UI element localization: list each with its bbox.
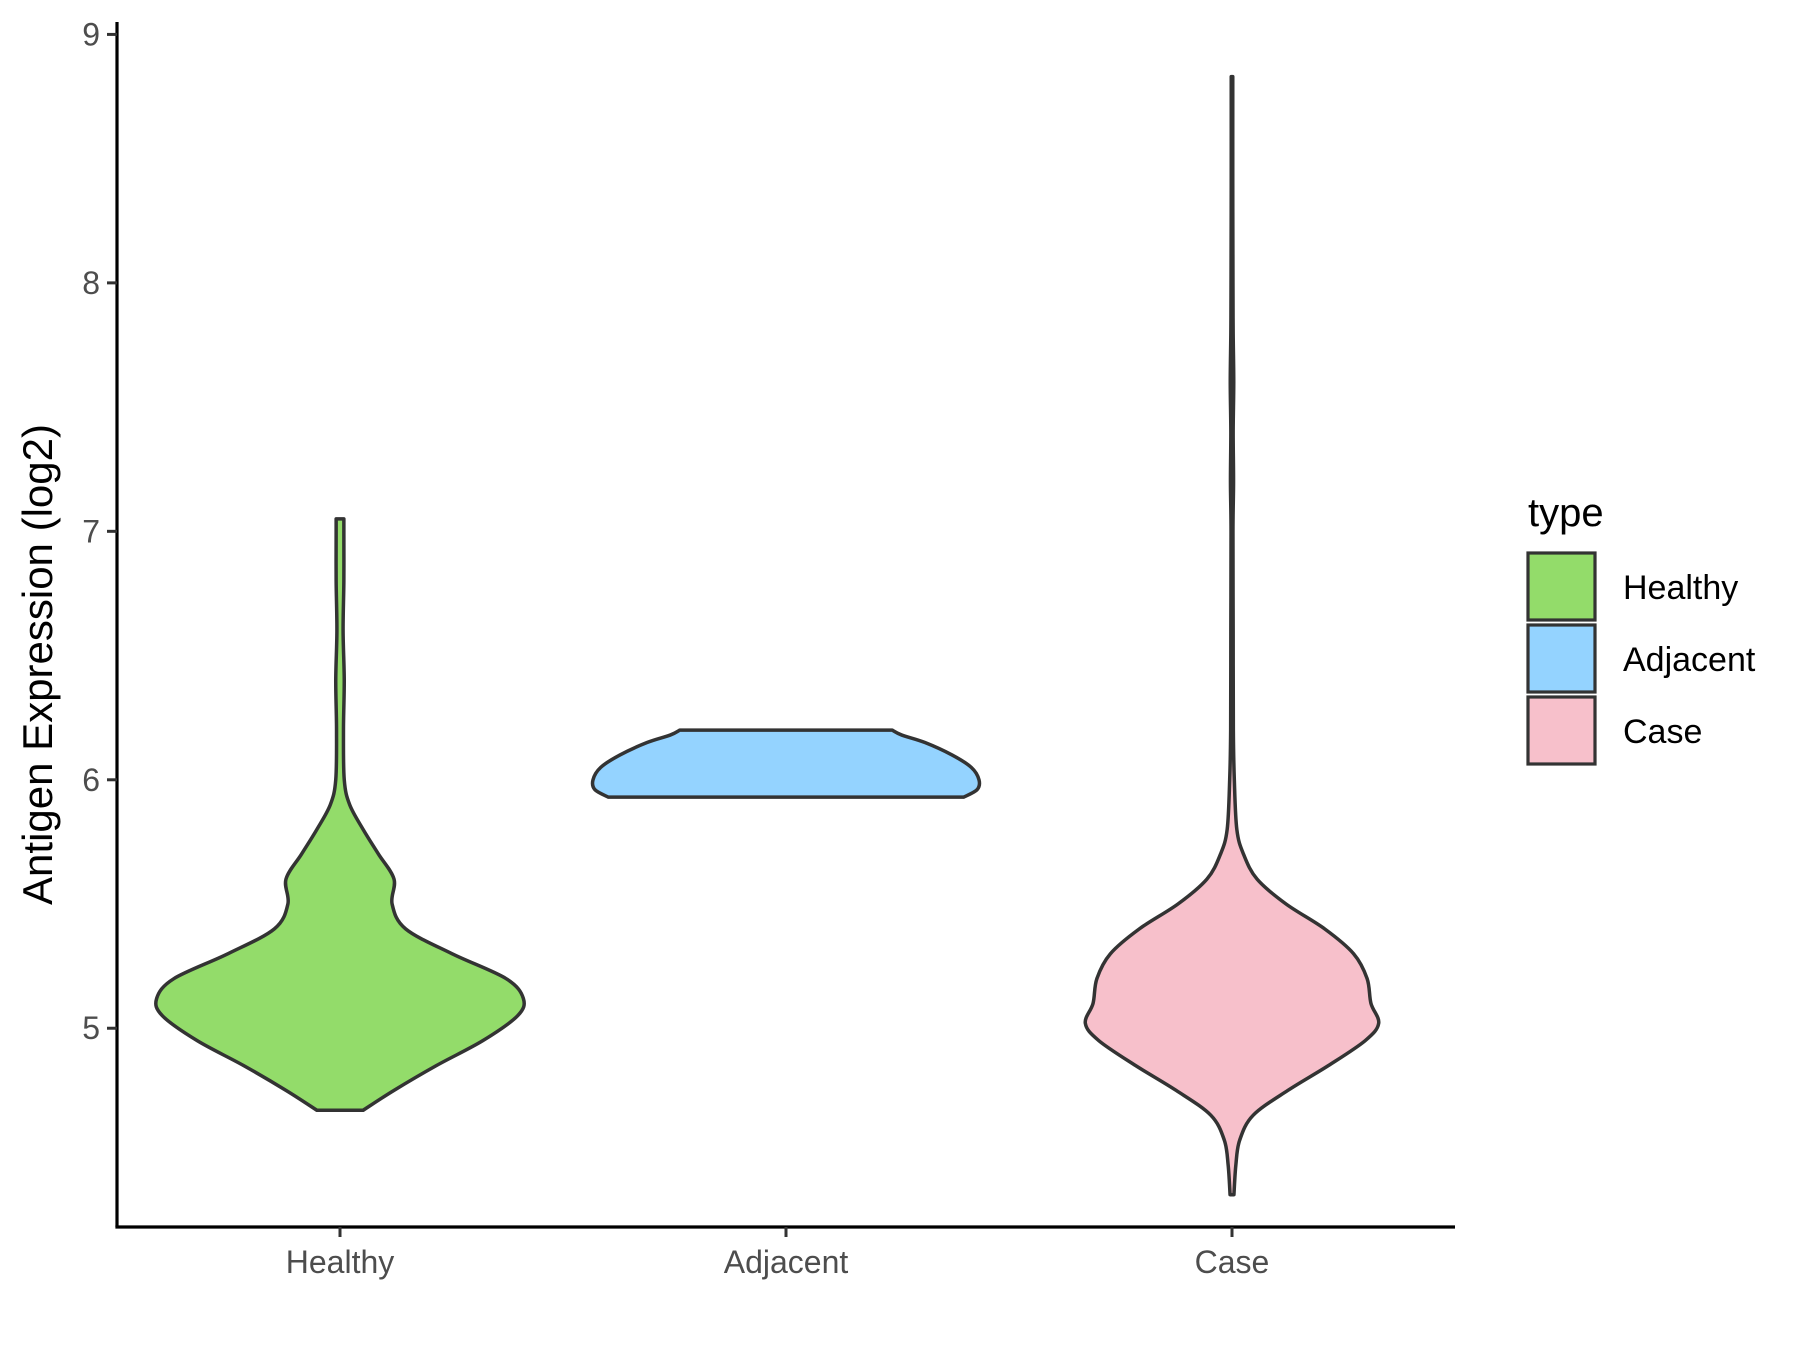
legend-label-healthy: Healthy bbox=[1623, 569, 1738, 607]
x-tick-label-case: Case bbox=[1195, 1244, 1270, 1280]
violin-case bbox=[1083, 74, 1381, 1197]
axes-group: 5 6 7 8 9 Healthy Adjacent Case bbox=[82, 16, 1455, 1280]
y-tick-label: 5 bbox=[82, 1010, 100, 1046]
legend-label-adjacent: Adjacent bbox=[1623, 641, 1756, 679]
violins-group bbox=[154, 74, 1381, 1197]
legend: type Healthy Adjacent Case bbox=[1526, 491, 1756, 766]
legend-label-case: Case bbox=[1623, 713, 1702, 751]
violin-adjacent bbox=[590, 728, 982, 799]
y-tick-label: 6 bbox=[82, 762, 100, 798]
y-tick-label: 9 bbox=[82, 16, 100, 52]
legend-title: type bbox=[1528, 491, 1604, 535]
y-tick-label: 7 bbox=[82, 513, 100, 549]
x-tick-label-adjacent: Adjacent bbox=[724, 1244, 849, 1280]
violin-healthy bbox=[154, 517, 526, 1112]
legend-swatch-healthy bbox=[1526, 551, 1597, 622]
y-axis-title: Antigen Expression (log2) bbox=[14, 424, 61, 905]
legend-swatch-adjacent bbox=[1526, 623, 1597, 694]
x-tick-label-healthy: Healthy bbox=[286, 1244, 395, 1280]
legend-swatch-case bbox=[1526, 695, 1597, 766]
y-tick-label: 8 bbox=[82, 265, 100, 301]
